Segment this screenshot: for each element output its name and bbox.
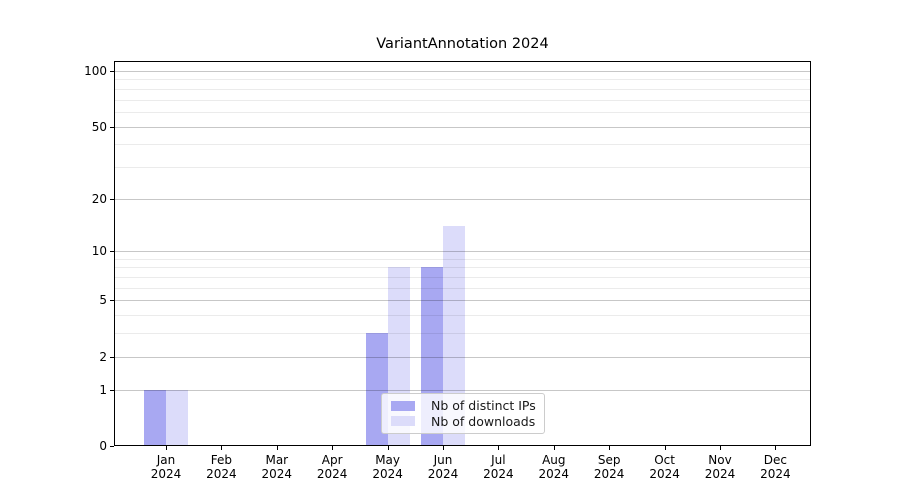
- x-axis-tick-year-feb: 2024: [206, 466, 237, 481]
- y-axis-tick-5: [110, 300, 114, 302]
- major-gridline-10: [115, 251, 810, 253]
- x-axis-tick-year-apr: 2024: [316, 466, 348, 481]
- minor-gridline-80: [115, 88, 810, 90]
- legend: Nb of distinct IPs Nb of downloads: [381, 393, 545, 434]
- minor-gridline-8: [115, 267, 810, 269]
- major-gridline-100: [115, 71, 810, 72]
- minor-gridline-4: [115, 315, 810, 317]
- y-axis-tick-label-10: 10: [91, 244, 107, 259]
- minor-gridline-90: [115, 79, 810, 81]
- minor-gridline-3: [115, 333, 810, 335]
- y-axis-tick-50: [110, 126, 114, 128]
- x-axis-tick-label-dec: Dec 2024: [747, 453, 803, 481]
- x-axis-tick-year-aug: 2024: [538, 466, 570, 481]
- x-axis-tick-year-jun: 2024: [427, 466, 459, 481]
- minor-gridline-40: [115, 144, 810, 146]
- legend-swatch-downloads: [391, 416, 415, 427]
- major-gridline-5: [115, 300, 810, 302]
- minor-gridline-9: [115, 258, 810, 260]
- minor-gridline-70: [115, 99, 810, 101]
- x-axis-tick-label-jul: Jul 2024: [470, 453, 526, 481]
- x-axis-tick-label-feb: Feb 2024: [193, 453, 249, 481]
- x-axis-tick-label-apr: Apr 2024: [304, 453, 360, 481]
- x-axis-tick-mar: [276, 446, 278, 450]
- major-gridline-1: [115, 389, 810, 391]
- legend-item-downloads: Nb of downloads: [391, 414, 535, 430]
- bar-nb-of-distinct-ips-jan: [144, 389, 166, 445]
- x-axis-tick-year-jan: 2024: [150, 466, 182, 481]
- minor-gridline-60: [115, 111, 810, 113]
- major-gridline-50: [115, 126, 810, 128]
- x-axis-tick-year-sep: 2024: [593, 466, 625, 481]
- bar-nb-of-downloads-jun: [443, 225, 465, 445]
- bar-nb-of-downloads-jan: [166, 389, 188, 445]
- x-axis-tick-aug: [553, 446, 555, 450]
- major-gridline-2: [115, 356, 810, 358]
- x-axis-tick-apr: [332, 446, 334, 450]
- y-axis-tick-10: [110, 251, 114, 253]
- legend-label-distinct-ips: Nb of distinct IPs: [431, 398, 536, 414]
- x-axis-tick-label-nov: Nov 2024: [692, 453, 748, 481]
- y-axis-tick-20: [110, 198, 114, 200]
- minor-gridline-7: [115, 277, 810, 279]
- y-axis-tick-label-1: 1: [99, 382, 107, 397]
- legend-item-distinct-ips: Nb of distinct IPs: [391, 398, 536, 414]
- x-axis-tick-year-may: 2024: [372, 466, 403, 481]
- y-axis-tick-2: [110, 356, 114, 358]
- major-gridline-20: [115, 198, 810, 200]
- x-axis-tick-label-aug: Aug 2024: [526, 453, 582, 481]
- y-axis-tick-1: [110, 389, 114, 391]
- x-axis-tick-oct: [664, 446, 666, 450]
- y-axis-tick-label-20: 20: [91, 191, 107, 206]
- x-axis-tick-year-nov: 2024: [704, 466, 736, 481]
- x-axis-tick-year-mar: 2024: [261, 466, 293, 481]
- x-axis-tick-label-jun: Jun 2024: [415, 453, 471, 481]
- minor-gridline-6: [115, 287, 810, 289]
- chart-title: VariantAnnotation 2024: [376, 36, 549, 52]
- x-axis-tick-dec: [775, 446, 777, 450]
- x-axis-tick-jun: [443, 446, 444, 450]
- x-axis-tick-year-dec: 2024: [760, 466, 791, 481]
- x-axis-tick-label-oct: Oct 2024: [637, 453, 693, 481]
- minor-gridline-30: [115, 166, 810, 168]
- x-axis-tick-feb: [221, 446, 223, 450]
- y-axis-tick-label-100: 100: [84, 64, 107, 78]
- legend-label-downloads: Nb of downloads: [431, 413, 536, 429]
- legend-swatch-distinct-ips: [391, 400, 415, 411]
- x-axis-tick-year-oct: 2024: [649, 466, 680, 481]
- x-axis-tick-jul: [498, 446, 500, 450]
- x-axis-tick-year-jul: 2024: [483, 466, 514, 481]
- x-axis-tick-nov: [720, 446, 721, 450]
- y-axis-tick-label-0: 0: [99, 439, 107, 453]
- x-axis-tick-jan: [166, 446, 167, 450]
- y-axis-tick-0: [110, 446, 114, 447]
- y-axis-tick-label-2: 2: [99, 349, 107, 364]
- x-axis-tick-label-jan: Jan 2024: [138, 453, 194, 481]
- x-axis-tick-label-sep: Sep 2024: [581, 453, 637, 481]
- x-axis-tick-may: [387, 446, 389, 450]
- y-axis-tick-100: [110, 71, 114, 72]
- x-axis-tick-label-mar: Mar 2024: [249, 453, 305, 481]
- x-axis-tick-label-may: May 2024: [360, 453, 416, 481]
- y-axis-tick-label-5: 5: [99, 293, 107, 308]
- y-axis-tick-label-50: 50: [91, 119, 107, 134]
- x-axis-tick-sep: [609, 446, 611, 450]
